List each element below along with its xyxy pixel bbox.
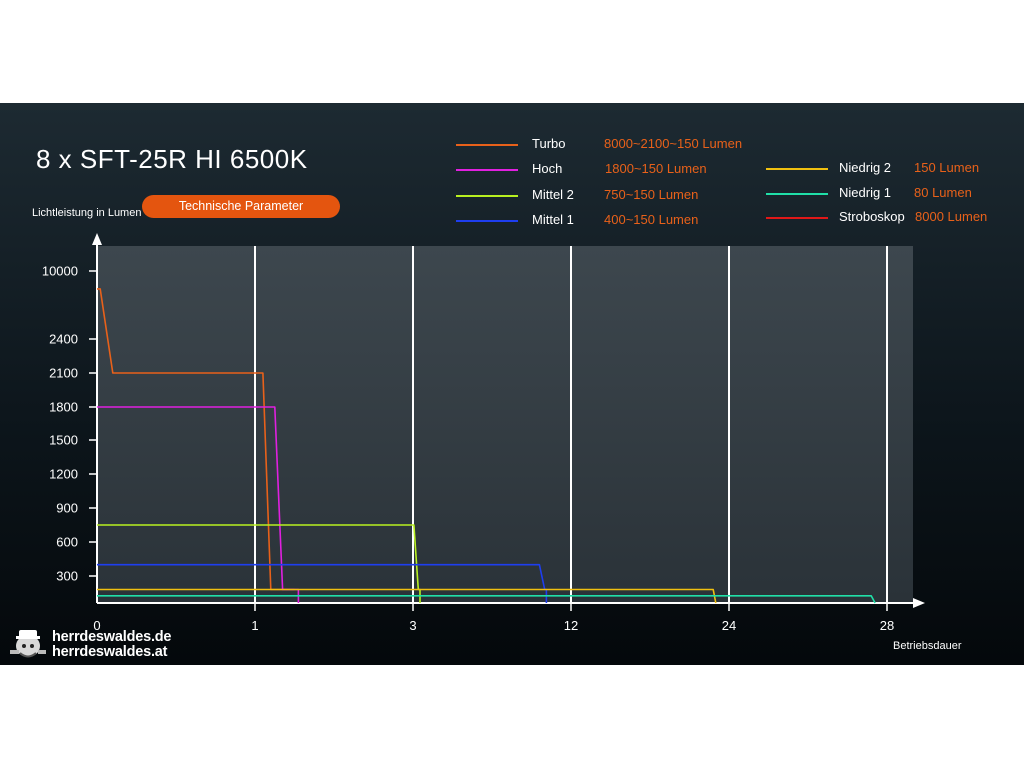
legend-name: Mittel 2 (532, 187, 574, 202)
plot-area (97, 246, 913, 603)
y-tick-label: 600 (56, 535, 78, 550)
legend-name: Hoch (532, 161, 563, 176)
y-tick-label: 300 (56, 569, 78, 584)
x-axis-label: Betriebsdauer (893, 640, 962, 652)
legend-name: Niedrig 2 (839, 160, 892, 175)
legend-value: 8000 Lumen (915, 209, 988, 224)
legend-value: 150 Lumen (914, 160, 980, 175)
legend-value: 1800~150 Lumen (605, 161, 707, 176)
logo-line-1: herrdeswaldes.de (52, 629, 172, 645)
y-tick-label: 1500 (49, 433, 78, 448)
legend-name: Turbo (532, 136, 566, 151)
legend-value: 8000~2100~150 Lumen (604, 136, 743, 151)
mascot-icon (10, 630, 46, 658)
y-tick-label: 2400 (49, 332, 78, 347)
y-tick-label: 900 (56, 501, 78, 516)
technical-parameters-badge: Technische Parameter (142, 195, 340, 218)
y-axis-label: Lichtleistung in Lumen (32, 207, 142, 219)
x-tick-label: 0 (93, 618, 100, 633)
y-tick-label: 10000 (42, 264, 78, 279)
site-logo: herrdeswaldes.de herrdeswaldes.at (8, 626, 208, 662)
legend-name: Niedrig 1 (839, 185, 892, 200)
legend-swatch (766, 217, 828, 219)
x-tick-label: 1 (251, 618, 258, 633)
legend-swatch (766, 168, 828, 170)
chart-title: 8 x SFT-25R HI 6500K (36, 144, 308, 174)
legend-swatch (456, 220, 518, 222)
x-tick-label: 12 (564, 618, 578, 633)
series-line-niedrig-2 (97, 588, 717, 604)
legend-swatch (456, 169, 518, 171)
x-tick-label: 24 (722, 618, 736, 633)
y-tick-label: 1800 (49, 400, 78, 415)
series-line-niedrig-1 (97, 595, 876, 604)
legend-value: 750~150 Lumen (604, 187, 699, 202)
y-axis-arrow (92, 233, 102, 245)
legend-swatch (766, 193, 828, 195)
logo-line-2: herrdeswaldes.at (52, 644, 168, 660)
legend-value: 400~150 Lumen (604, 212, 699, 227)
legend-swatch (456, 144, 518, 146)
y-tick-label: 1200 (49, 467, 78, 482)
x-tick-label: 3 (409, 618, 416, 633)
legend-name: Mittel 1 (532, 212, 574, 227)
y-tick-label: 2100 (49, 366, 78, 381)
legend-swatch (456, 195, 518, 197)
x-tick-label: 28 (880, 618, 894, 633)
x-axis-arrow (913, 598, 925, 608)
legend-name: Stroboskop (839, 209, 905, 224)
legend-value: 80 Lumen (914, 185, 972, 200)
